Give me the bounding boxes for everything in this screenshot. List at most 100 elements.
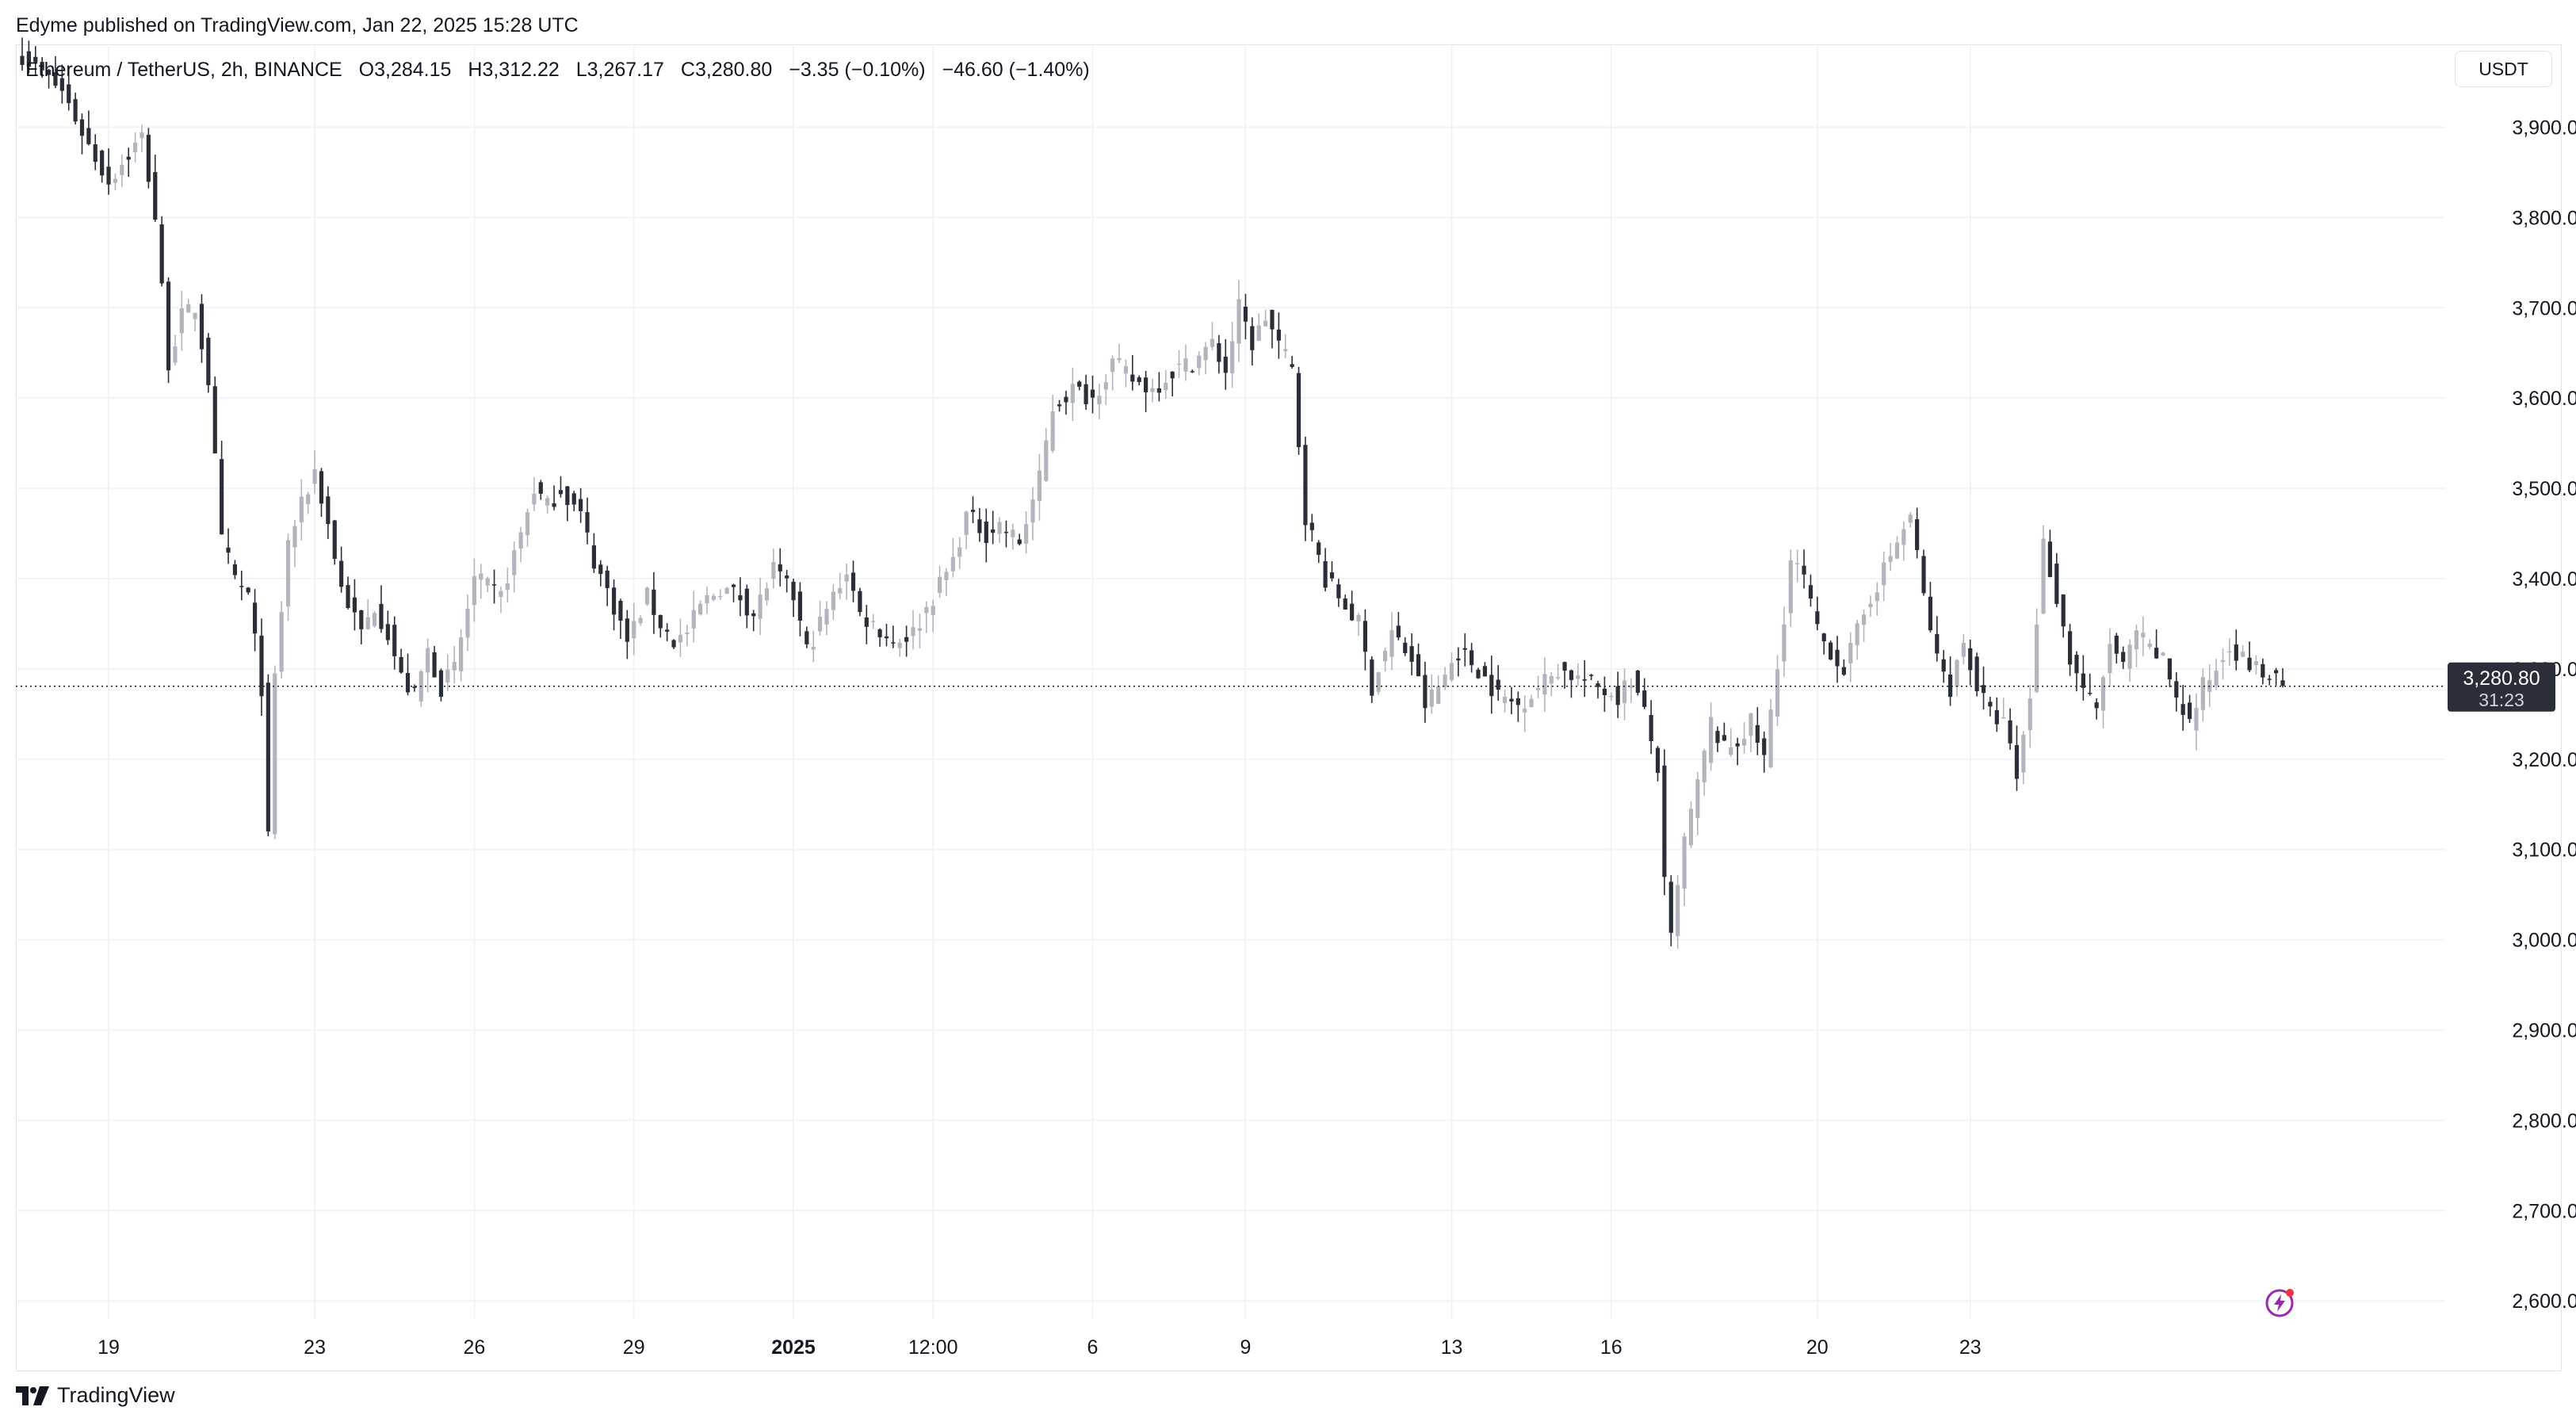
candle-body — [911, 627, 915, 636]
candle-body — [758, 594, 762, 619]
candle-body — [179, 308, 184, 334]
candle-body — [1496, 679, 1500, 690]
candle-body — [1782, 624, 1787, 662]
high-value: H3,312.22 — [468, 59, 560, 81]
y-tick-label: 3,100.00 — [2512, 839, 2576, 862]
candle-body — [279, 612, 284, 672]
candle-body — [46, 70, 52, 75]
y-tick-label: 3,700.00 — [2512, 297, 2576, 319]
candle-body — [1077, 381, 1082, 387]
candle-body — [691, 610, 696, 629]
candle-body — [1276, 329, 1281, 341]
candle-body — [1868, 603, 1873, 607]
candle-body — [811, 646, 816, 650]
candle-body — [2214, 671, 2219, 686]
x-tick-label: 6 — [1087, 1336, 1099, 1359]
currency-button[interactable]: USDT — [2455, 51, 2552, 87]
candle-body — [1144, 377, 1148, 392]
candle-body — [1829, 642, 1833, 659]
candle-body — [1655, 747, 1661, 774]
candle-body — [1150, 388, 1155, 392]
x-tick-label: 20 — [1806, 1336, 1829, 1359]
candle-body — [1808, 585, 1814, 599]
candle-body — [658, 615, 663, 629]
candle-body — [113, 178, 118, 183]
candle-body — [1676, 885, 1680, 936]
candle-body — [1110, 358, 1115, 373]
candle-body — [1509, 698, 1514, 702]
candle-body — [79, 119, 85, 136]
candle-body — [319, 471, 324, 504]
candle-body — [1529, 698, 1534, 707]
candle-body — [1994, 709, 1999, 724]
candle-body — [2081, 673, 2085, 688]
candle-body — [2227, 651, 2232, 653]
candle-body — [2194, 708, 2199, 731]
candle-body — [1183, 357, 1188, 372]
candle-body — [2187, 702, 2192, 720]
candle-body — [2261, 663, 2265, 678]
candle-body — [1456, 658, 1461, 661]
price-tag — [2448, 662, 2555, 712]
candle-body — [2280, 680, 2285, 686]
candle-body — [259, 635, 264, 697]
lightning-icon[interactable] — [2264, 1287, 2295, 1319]
candle-body — [352, 597, 357, 613]
candle-body — [552, 503, 556, 507]
candle-body — [1635, 671, 1640, 694]
change-value: −3.35 (−0.10%) — [789, 59, 926, 81]
candle-body — [1243, 306, 1248, 322]
candle-body — [472, 575, 476, 606]
candle-body — [491, 584, 497, 586]
y-tick-label: 3,500.00 — [2512, 478, 2576, 500]
candle-body — [1449, 663, 1454, 680]
x-tick-label: 29 — [623, 1336, 645, 1359]
tradingview-footer[interactable]: TradingView — [16, 1383, 175, 1408]
candle-body — [1117, 357, 1122, 361]
candle-body — [984, 522, 988, 544]
candle-body — [1343, 598, 1347, 610]
candle-body — [591, 545, 596, 569]
candle-body — [2021, 735, 2026, 773]
symbol-label[interactable]: Ethereum / TetherUS, 2h, BINANCE — [25, 59, 342, 81]
candle-body — [744, 588, 749, 616]
candle-body — [346, 585, 350, 609]
candle-body — [698, 603, 703, 615]
candle-body — [292, 526, 297, 548]
x-tick-label: 26 — [463, 1336, 485, 1359]
candle-body — [1370, 659, 1374, 696]
candle-body — [2147, 643, 2152, 648]
candle-body — [1589, 675, 1594, 676]
candle-body — [1855, 623, 1859, 645]
candle-body — [140, 132, 144, 139]
candle-body — [824, 609, 829, 625]
candle-body — [731, 584, 736, 587]
candle-body — [1303, 445, 1308, 526]
candle-body — [785, 575, 789, 579]
candle-body — [239, 586, 244, 587]
candle-body — [2074, 655, 2079, 674]
candle-body — [1130, 374, 1135, 382]
candle-body — [2253, 661, 2259, 666]
candle-body — [273, 673, 277, 835]
candle-body — [2127, 644, 2132, 669]
candle-body — [173, 346, 178, 363]
candle-body — [1848, 643, 1853, 663]
candle-body — [67, 84, 71, 104]
candle-body — [1875, 592, 1879, 602]
candle-body — [1363, 621, 1368, 652]
candle-body — [126, 156, 131, 160]
candle-body — [1915, 519, 1920, 550]
candle-body — [518, 532, 523, 549]
candle-body — [505, 583, 510, 591]
candle-body — [1217, 342, 1221, 362]
candle-body — [964, 511, 969, 536]
candle-body — [186, 304, 191, 313]
candle-body — [738, 595, 743, 601]
candle-body — [1037, 470, 1041, 502]
candle-body — [1436, 686, 1441, 705]
candle-body — [1309, 522, 1314, 530]
candle-body — [877, 629, 882, 637]
candle-body — [678, 634, 683, 643]
